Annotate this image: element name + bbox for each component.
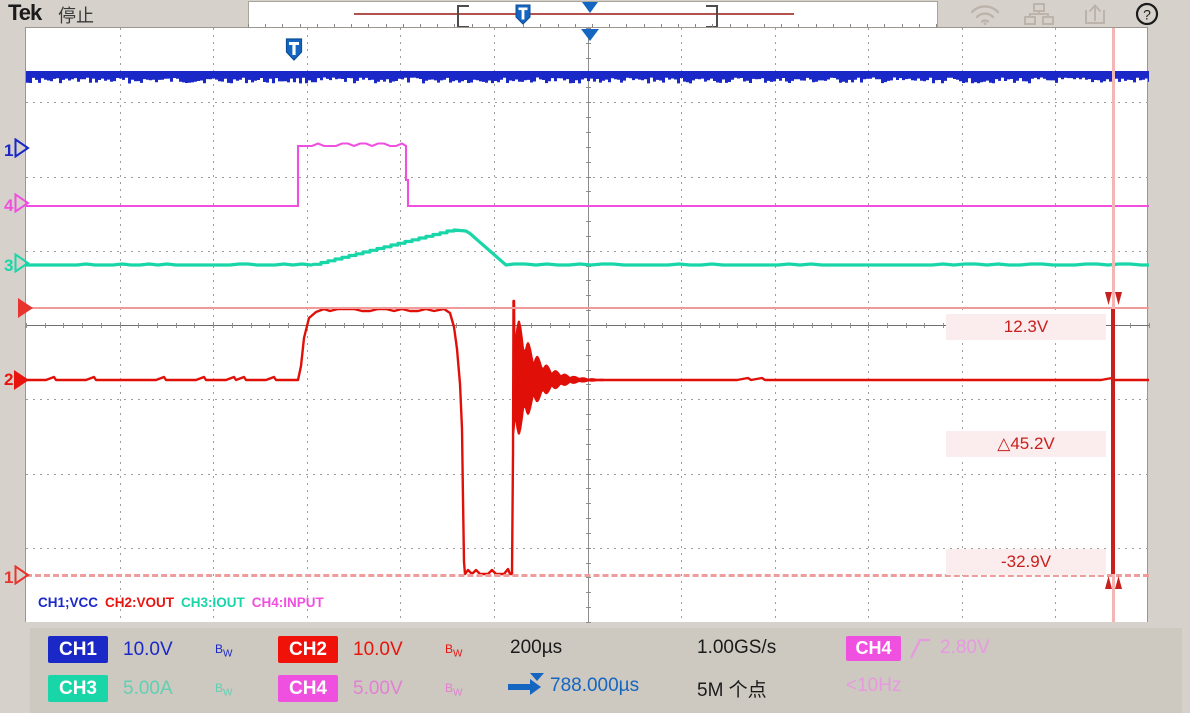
timebase-scale: 200µs <box>510 637 563 658</box>
timebase-panel[interactable]: 200µs 1.00GS/s 788.000µs 5M 个点 <box>492 628 833 713</box>
record-length: 5M 个点 <box>697 680 767 701</box>
bandwidth-limit-icon-ch2: BW <box>445 642 463 660</box>
trigger-point-marker[interactable] <box>285 38 303 61</box>
overview-record-line <box>354 13 794 15</box>
channel-scale-ch4: 5.00V <box>353 678 403 699</box>
channel-marker-label: 2 <box>4 370 14 389</box>
trigger-position-icon <box>508 673 548 697</box>
channel-settings-panel: CH1 10.0V BW CH2 10.0V BW CH3 5.00A BW CH4 5.00V BW <box>30 628 493 713</box>
trigger-frequency: <10Hz <box>846 675 902 696</box>
channel-name-label: CH4:INPUT <box>251 595 324 610</box>
channel-marker-label: 4 <box>4 195 14 215</box>
trigger-position-value: 788.000µs <box>550 675 640 696</box>
top-status-bar: Tek 停止 <box>0 0 1190 28</box>
channel-pointer-icon <box>14 137 31 163</box>
channel-pointer-icon <box>14 564 31 590</box>
channel-marker-label: 1 <box>4 140 14 160</box>
cursor-arrow-bottom[interactable] <box>1105 576 1123 590</box>
channel-marker-label: 3 <box>4 255 14 275</box>
trigger-level: 2.80V <box>940 637 990 658</box>
overview-position-triangle[interactable] <box>582 2 598 13</box>
svg-text:?: ? <box>1143 7 1151 23</box>
bandwidth-limit-icon-ch1: BW <box>215 642 233 660</box>
help-icon[interactable]: ? <box>1130 2 1164 26</box>
lan-icon[interactable] <box>1022 2 1056 26</box>
bandwidth-limit-icon-ch4: BW <box>445 681 463 699</box>
sample-rate: 1.00GS/s <box>697 637 777 658</box>
channel-name-label: CH3:IOUT <box>181 595 245 610</box>
channel-marker-c2[interactable]: 1 <box>4 564 31 590</box>
acquisition-status: 停止 <box>58 6 94 26</box>
graticule[interactable]: 12.3V △45.2V -32.9V <box>25 28 1150 623</box>
channel-pointer-icon <box>14 252 31 278</box>
channel-pointer-icon <box>18 298 33 318</box>
cursor-readout-bottom: -32.9V <box>946 549 1106 575</box>
channel-marker-c1[interactable] <box>18 298 33 318</box>
tek-logo: Tek <box>8 0 42 25</box>
channel-pointer-icon <box>14 192 31 218</box>
channel-marker-3[interactable]: 3 <box>4 252 31 278</box>
trigger-slope-icon <box>908 635 934 661</box>
wifi-icon[interactable] <box>968 2 1002 26</box>
trigger-position-marker[interactable] <box>581 28 599 41</box>
cursor-vertical-bar[interactable] <box>1111 309 1115 574</box>
channel-marker-4[interactable]: 4 <box>4 192 31 218</box>
overview-trigger-marker[interactable] <box>515 4 531 25</box>
bottom-settings-bar: CH1 10.0V BW CH2 10.0V BW CH3 5.00A BW CH4 5.00V BW… <box>0 628 1190 713</box>
channel-scale-ch2: 10.0V <box>353 639 403 660</box>
channel-marker-2[interactable]: 2 <box>4 370 30 390</box>
cursor-line-top[interactable] <box>26 307 1149 309</box>
overview-tick-row <box>248 24 937 28</box>
channel-pointer-icon <box>14 370 30 390</box>
channel-chip-ch4[interactable]: CH4 <box>278 675 338 702</box>
cursor-readout-delta: △45.2V <box>946 431 1106 457</box>
cursor-line-bottom[interactable] <box>26 574 1149 577</box>
channel-name-label: CH2:VOUT <box>105 595 175 610</box>
waveform-ch3 <box>26 228 1149 267</box>
channel-name-strip: CH1;VCC CH2:VOUT CH3:IOUT CH4:INPUT <box>38 595 331 610</box>
channel-marker-label: 1 <box>4 567 14 587</box>
empty-panel <box>1022 628 1182 713</box>
channel-chip-ch1[interactable]: CH1 <box>48 636 108 663</box>
waveform-ch4 <box>26 142 1149 208</box>
channel-marker-1[interactable]: 1 <box>4 137 31 163</box>
channel-chip-ch2[interactable]: CH2 <box>278 636 338 663</box>
trigger-source-chip[interactable]: CH4 <box>846 636 901 661</box>
bandwidth-limit-icon-ch3: BW <box>215 681 233 699</box>
trigger-panel[interactable]: CH4 2.80V <10Hz <box>832 628 1023 713</box>
graticule-top-edge <box>25 27 1148 28</box>
cursor-readout-top: 12.3V <box>946 314 1106 340</box>
cursor-arrow-top[interactable] <box>1105 292 1123 306</box>
waveform-ch1 <box>26 71 1149 84</box>
channel-scale-ch3: 5.00A <box>123 678 173 699</box>
channel-scale-ch1: 10.0V <box>123 639 173 660</box>
waveform-overview-bar[interactable] <box>248 1 938 28</box>
channel-chip-ch3[interactable]: CH3 <box>48 675 108 702</box>
share-icon[interactable] <box>1078 2 1112 26</box>
channel-name-label: CH1;VCC <box>38 595 99 610</box>
